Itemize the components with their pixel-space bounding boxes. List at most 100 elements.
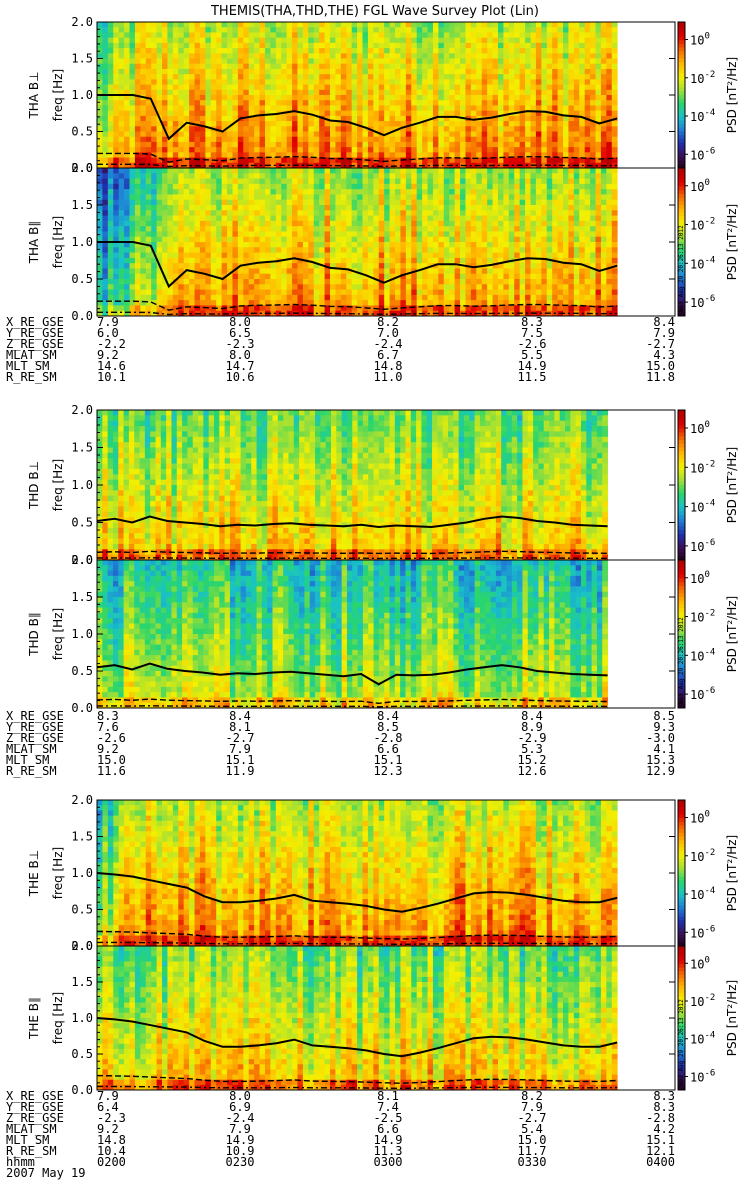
ephemeris-value: 0400 [646,1155,675,1169]
colorbar-tick-label: 100 [690,570,710,586]
y-tick-label: 1.5 [71,198,93,212]
spectrogram-cells [97,560,608,709]
spectrogram-panel-4: 2.0 1.5 1.0 0.5 0.0 THD B∥ freq [Hz] 100 10-2 10-… [27,553,739,715]
ephemeris-value: 8.3 [653,1089,675,1103]
ephemeris-value: 10.6 [226,370,255,384]
y-tick-label: 0.0 [71,553,93,567]
colorbar-tick-label: 10-4 [690,886,715,902]
spectrogram-panel-6: 2.0 1.5 1.0 0.5 0.0 THE B∥ freq [Hz] 100 10-2 10-… [27,939,739,1097]
ephemeris-label: Y_RE_GSE [6,1100,64,1114]
y-tick-label: 2.0 [71,553,93,567]
ephemeris-value: 14.8 [97,1133,126,1147]
ephemeris-value: 8.5 [377,720,399,734]
colorbar-tick-label: 10-2 [690,609,715,625]
colorbar-tick-label: 10-4 [690,499,715,515]
ephemeris-value: 7.9 [521,1100,543,1114]
ephemeris-value: 10.9 [226,1144,255,1158]
spectrogram-cells [97,410,608,561]
ephemeris-label: MLAT_SM [6,348,57,362]
y-tick-label: 1.5 [71,441,93,455]
ephemeris-table-3: X_RE_GSE 7.9 8.0 8.1 8.2 8.3 Y_RE_GSE 6.4 6.9 7.4… [6,1089,675,1180]
ephemeris-value: -2.6 [518,337,547,351]
cyclotron-frequency-line [96,662,608,686]
dash-dot-line [96,1085,618,1090]
ephemeris-value: 8.4 [229,709,251,723]
ephemeris-value: 7.9 [229,1122,251,1136]
cyclotron-frequency-line [97,94,618,141]
ephemeris-value: 9.2 [97,1122,119,1136]
date-label: 2007 May 19 [6,1166,85,1180]
spectrogram-cells [97,22,618,169]
ephemeris-label: R_RE_SM [6,764,57,778]
ephemeris-value: 5.3 [521,742,543,756]
y-tick-label: 2.0 [71,403,93,417]
colorbar-tick-label: 10-4 [690,108,715,124]
ephemeris-value: 12.3 [374,764,403,778]
ephemeris-value: 4.1 [653,742,675,756]
y-tick-label: 1.0 [71,478,93,492]
y-tick-label: 1.0 [71,627,93,641]
panel-ylabel: THA B∥ [27,221,41,265]
dash-dot-line [97,311,618,316]
ephemeris-label: R_RE_SM [6,370,57,384]
y-tick-label: 1.5 [71,830,93,844]
ephemeris-value: -2.7 [646,337,675,351]
ephemeris-value: 8.4 [377,709,399,723]
colorbar: 100 10-2 10-4 10-6 PSD [nT²/Hz] [677,799,739,947]
ephemeris-value: -2.5 [374,1111,403,1125]
y-tick-label: 2.0 [71,161,93,175]
ephemeris-value: 6.6 [377,742,399,756]
ephemeris-value: 15.1 [374,753,403,767]
ephemeris-value: 14.9 [518,359,547,373]
colorbar-tick-label: 10-2 [690,217,715,233]
colorbar-tick-label: 100 [690,178,710,194]
y-tick-label: 0.5 [71,1047,93,1061]
dashed-line [96,698,608,705]
ephemeris-value: 11.7 [518,1144,547,1158]
colorbar-label: PSD [nT²/Hz] [725,204,739,280]
ephemeris-value: 0200 [97,1155,126,1169]
ephemeris-value: 14.8 [374,359,403,373]
ephemeris-value: 14.9 [374,1133,403,1147]
ephemeris-value: 6.7 [377,348,399,362]
colorbar: 100 10-2 10-4 10-6 PSD [nT²/Hz] Wed Aug 29 20… [677,559,739,709]
colorbar-tick-label: 10-2 [690,70,715,86]
ephemeris-value: 8.0 [229,315,251,329]
spectrogram-panel-1: 2.0 1.5 1.0 0.5 0.0 THA B⊥ freq [Hz] 100 10-2 10-… [27,15,739,175]
ephemeris-value: 6.6 [377,1122,399,1136]
ephemeris-value: 8.5 [653,709,675,723]
cyclotron-frequency-line [96,1017,618,1058]
ephemeris-value: 4.2 [653,1122,675,1136]
spectrogram-panel-3: 2.0 1.5 1.0 0.5 0.0 THD B⊥ freq [Hz] 100 10-2 10-… [27,403,739,567]
ephemeris-label: MLAT_SM [6,742,57,756]
colorbar-tick-label: 10-4 [690,255,715,271]
timestamp-label: Wed Aug 29 20:26:13 2012 [678,999,685,1086]
colorbar-tick-label: 100 [690,955,710,971]
ephemeris-value: 7.5 [521,326,543,340]
ephemeris-value: 8.1 [229,720,251,734]
cyclotron-frequency-line [96,872,618,913]
y-tick-label: 0.0 [71,1083,93,1097]
colorbar-tick-label: 10-2 [690,459,715,475]
y-tick-label: 0.0 [71,161,93,175]
ephemeris-value: 7.9 [97,315,119,329]
colorbar-tick-label: 10-4 [690,647,715,663]
ephemeris-label: MLT_SM [6,753,49,767]
dashed-line [96,930,618,940]
ephemeris-value: -2.4 [374,337,403,351]
ephemeris-value: -2.8 [646,1111,675,1125]
cyclotron-frequency-line [96,515,608,529]
dash-dot-line [96,705,608,708]
ephemeris-value: 15.0 [97,753,126,767]
ephemeris-value: 15.3 [646,753,675,767]
colorbar: 100 10-2 10-4 10-6 PSD [nT²/Hz] [677,409,739,561]
y-tick-label: 1.5 [71,975,93,989]
colorbar: 100 10-2 10-4 10-6 PSD [nT²/Hz] [677,21,739,169]
dashed-line [96,550,608,555]
ephemeris-label: X_RE_GSE [6,1089,64,1103]
spectrogram-panel-5: 2.0 1.5 1.0 0.5 0.0 THE B⊥ freq [Hz] 100 10-2 10-… [27,793,739,953]
colorbar-tick-label: 10-4 [690,1031,715,1047]
y-tick-label: 0.0 [71,939,93,953]
